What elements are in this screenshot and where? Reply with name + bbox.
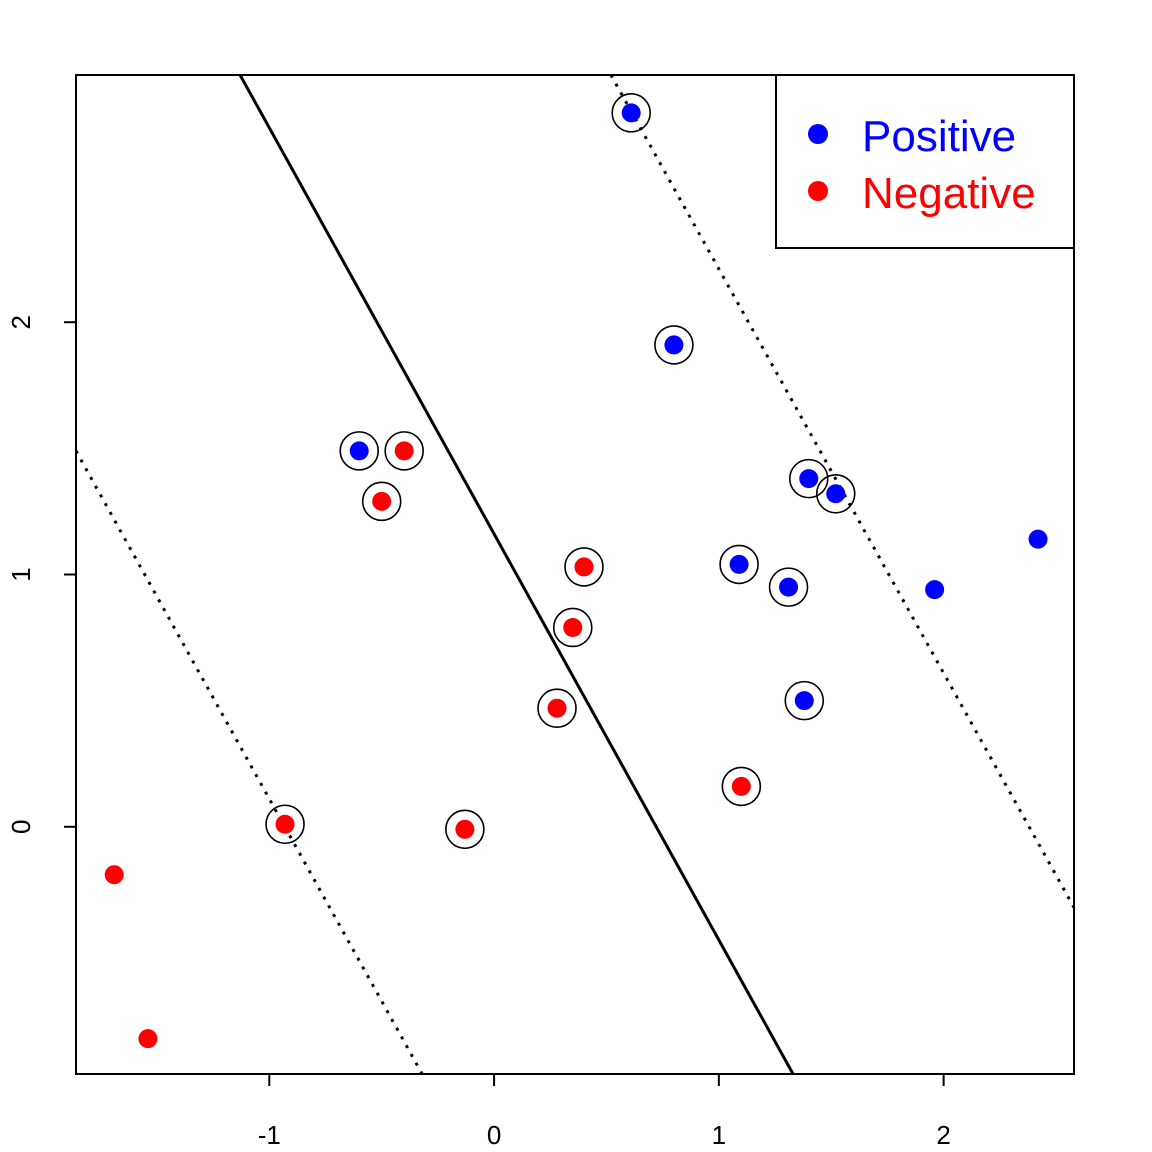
support-vector-ring xyxy=(537,688,577,729)
point-positive-1 xyxy=(664,335,684,355)
point-negative-0 xyxy=(394,441,414,461)
support-vector-ring xyxy=(552,607,593,648)
point-positive-5 xyxy=(729,554,749,574)
legend-marker-negative xyxy=(808,181,828,201)
x-tick-label: 1 xyxy=(712,1120,726,1150)
support-vector-ring xyxy=(719,544,759,585)
x-axis: -1 0 1 2 xyxy=(258,1073,951,1150)
support-vector-ring xyxy=(611,93,651,133)
support-vector-ring xyxy=(361,481,402,522)
x-tick-label: 2 xyxy=(936,1120,950,1150)
point-positive-2 xyxy=(349,441,369,461)
point-negative-3 xyxy=(563,617,583,637)
point-positive-9 xyxy=(1028,529,1048,549)
point-positive-0 xyxy=(621,103,641,123)
point-negative-2 xyxy=(574,557,594,577)
point-negative-9 xyxy=(138,1029,158,1049)
boundary-lines xyxy=(76,75,1074,1074)
y-tick-label: 0 xyxy=(6,820,36,834)
support-vector-ring xyxy=(815,473,856,514)
data-points xyxy=(104,93,1048,1049)
support-vector-ring xyxy=(384,431,424,471)
y-axis: 0 1 2 xyxy=(6,315,77,834)
point-negative-7 xyxy=(455,819,475,839)
support-vector-ring xyxy=(445,809,485,850)
legend-label-negative: Negative xyxy=(862,169,1036,218)
support-vector-ring xyxy=(768,567,809,607)
point-positive-7 xyxy=(794,691,814,711)
support-vector-ring xyxy=(784,680,825,721)
point-negative-5 xyxy=(731,776,751,796)
y-tick-label: 1 xyxy=(6,567,36,581)
decision-boundary-line xyxy=(238,75,795,1074)
support-vector-ring xyxy=(265,804,305,845)
x-tick-label: -1 xyxy=(258,1120,281,1150)
point-positive-8 xyxy=(925,580,945,600)
legend: Positive Negative xyxy=(775,74,1075,249)
legend-marker-positive xyxy=(808,124,828,144)
support-vector-ring xyxy=(339,431,380,471)
support-vector-ring xyxy=(654,325,694,365)
legend-label-positive: Positive xyxy=(862,112,1016,161)
point-negative-6 xyxy=(275,814,295,834)
support-vector-ring xyxy=(721,766,762,807)
point-positive-6 xyxy=(779,577,799,597)
point-negative-1 xyxy=(372,491,392,511)
legend-box xyxy=(775,74,1075,249)
point-positive-3 xyxy=(799,469,819,489)
point-negative-4 xyxy=(547,698,567,718)
support-vector-ring xyxy=(788,458,829,499)
point-positive-4 xyxy=(826,484,846,504)
x-tick-label: 0 xyxy=(487,1120,501,1150)
y-tick-label: 2 xyxy=(6,315,36,329)
support-vector-ring xyxy=(564,547,604,587)
point-negative-8 xyxy=(104,865,124,885)
